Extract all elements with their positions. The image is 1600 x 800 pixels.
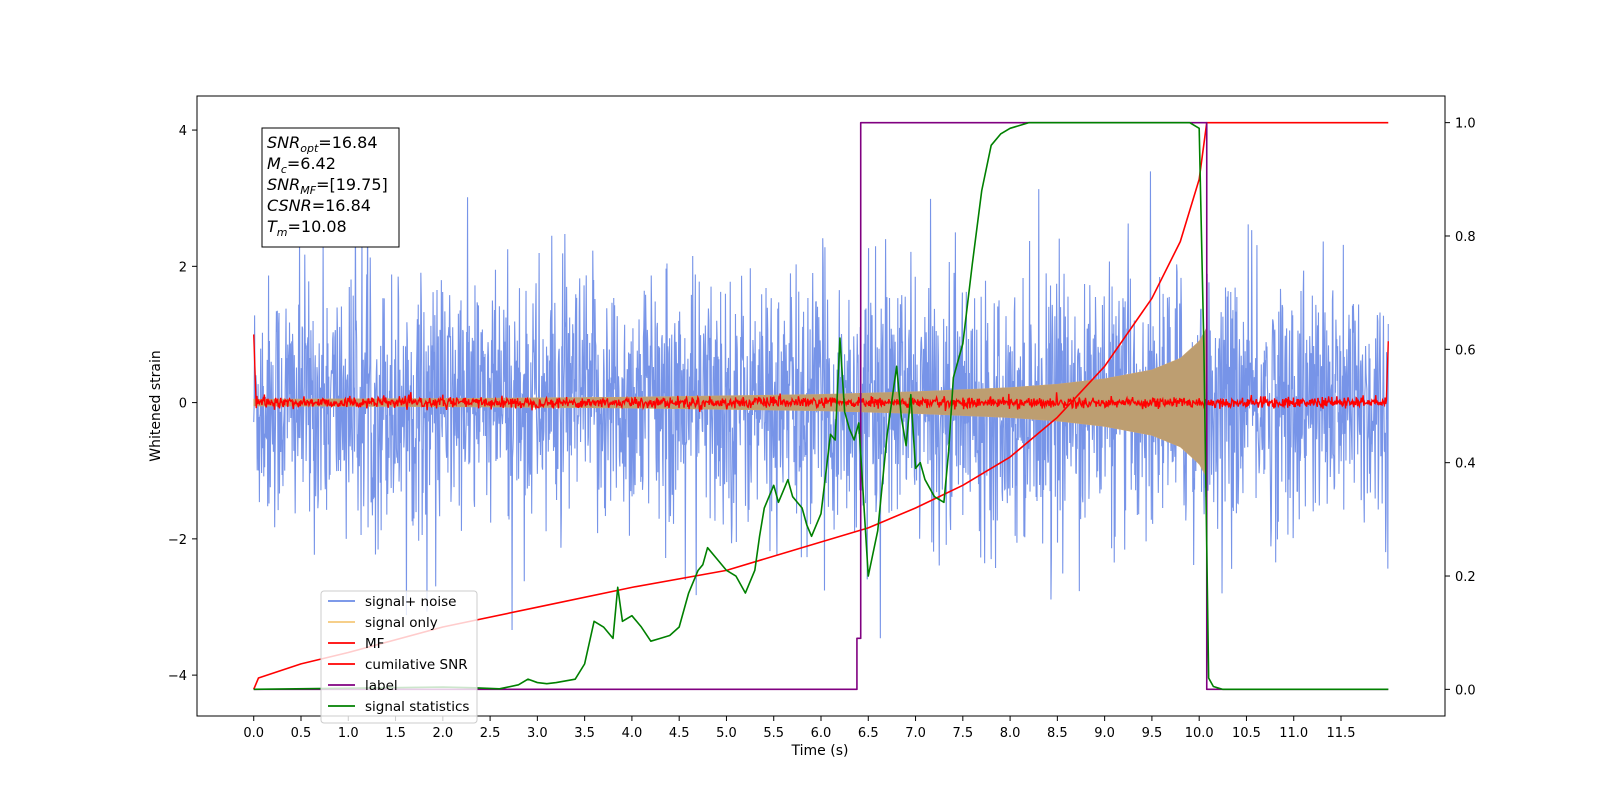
x-tick-label: 1.0 (338, 726, 359, 741)
y-axis-right: 1.0 0.8 0.6 0.4 0.2 0.0 (1445, 117, 1476, 698)
x-tick-label: 5.5 (763, 726, 784, 741)
x-tick-label: 11.0 (1279, 726, 1308, 741)
series-signal-statistics (253, 121, 1389, 691)
x-tick-label: 0.5 (291, 726, 312, 741)
y-tick-label: 0 (179, 397, 187, 412)
legend: signal+ noise signal only MF cumilative SNR… (320, 590, 478, 724)
y2-tick-label: 1.0 (1455, 117, 1476, 132)
y-tick-label: −2 (168, 533, 187, 548)
y-tick-label: 2 (179, 260, 187, 275)
x-tick-label: 4.0 (622, 726, 643, 741)
info-line: Mc=6.42 (267, 154, 336, 176)
x-tick-label: 2.0 (432, 726, 453, 741)
x-axis: 0.0 0.5 1.0 1.5 2.0 2.5 3.0 3.5 4.0 4.5 5.0 5.5 6.0 6… (243, 716, 1355, 741)
series-label (253, 121, 1389, 691)
y2-tick-label: 0.2 (1455, 570, 1476, 585)
x-tick-label: 8.0 (1000, 726, 1021, 741)
legend-label: signal+ noise (365, 594, 456, 610)
plot-area (252, 121, 1389, 691)
y2-tick-label: 0.4 (1455, 457, 1476, 472)
x-tick-label: 6.0 (811, 726, 832, 741)
info-box-frame (261, 127, 400, 248)
y-axis-left: 4 2 0 −2 −4 (168, 124, 197, 684)
legend-label: signal only (365, 615, 438, 631)
legend-label: MF (365, 636, 384, 652)
y2-tick-label: 0.0 (1455, 683, 1476, 698)
legend-label: label (365, 678, 398, 694)
y-axis-label: Whitened strain (148, 350, 164, 461)
series-mf (253, 334, 1389, 412)
x-tick-label: 2.5 (480, 726, 501, 741)
x-tick-label: 8.5 (1047, 726, 1068, 741)
legend-frame (320, 590, 478, 724)
series-layer (252, 121, 1389, 691)
x-tick-label: 7.5 (952, 726, 973, 741)
info-box: SNRopt=16.84Mc=6.42SNRMF=[19.75]CSNR=16.… (261, 127, 400, 248)
info-line: SNRopt=16.84 (267, 133, 378, 155)
legend-label: signal statistics (365, 699, 469, 715)
info-line: SNRMF=[19.75] (267, 175, 388, 197)
x-tick-label: 9.0 (1094, 726, 1115, 741)
y-tick-label: −4 (168, 669, 187, 684)
y2-tick-label: 0.6 (1455, 343, 1476, 358)
info-line: CSNR=16.84 (267, 196, 371, 215)
legend-label: cumilative SNR (365, 657, 468, 673)
y-tick-label: 4 (179, 124, 187, 139)
x-tick-label: 4.5 (669, 726, 690, 741)
legend-items: signal+ noise signal only MF cumilative SNR… (328, 594, 469, 715)
info-line: Tm=10.08 (267, 217, 347, 239)
y2-tick-label: 0.8 (1455, 230, 1476, 245)
x-tick-label: 10.0 (1185, 726, 1214, 741)
x-tick-label: 7.0 (905, 726, 926, 741)
x-tick-label: 10.5 (1232, 726, 1261, 741)
info-lines: SNRopt=16.84Mc=6.42SNRMF=[19.75]CSNR=16.… (267, 133, 388, 239)
x-tick-label: 3.5 (574, 726, 595, 741)
x-tick-label: 11.5 (1327, 726, 1356, 741)
x-tick-label: 9.5 (1142, 726, 1163, 741)
x-tick-label: 3.0 (527, 726, 548, 741)
x-tick-label: 0.0 (243, 726, 264, 741)
x-tick-label: 6.5 (858, 726, 879, 741)
x-tick-label: 5.0 (716, 726, 737, 741)
x-tick-label: 1.5 (385, 726, 406, 741)
x-axis-label: Time (s) (791, 743, 849, 759)
